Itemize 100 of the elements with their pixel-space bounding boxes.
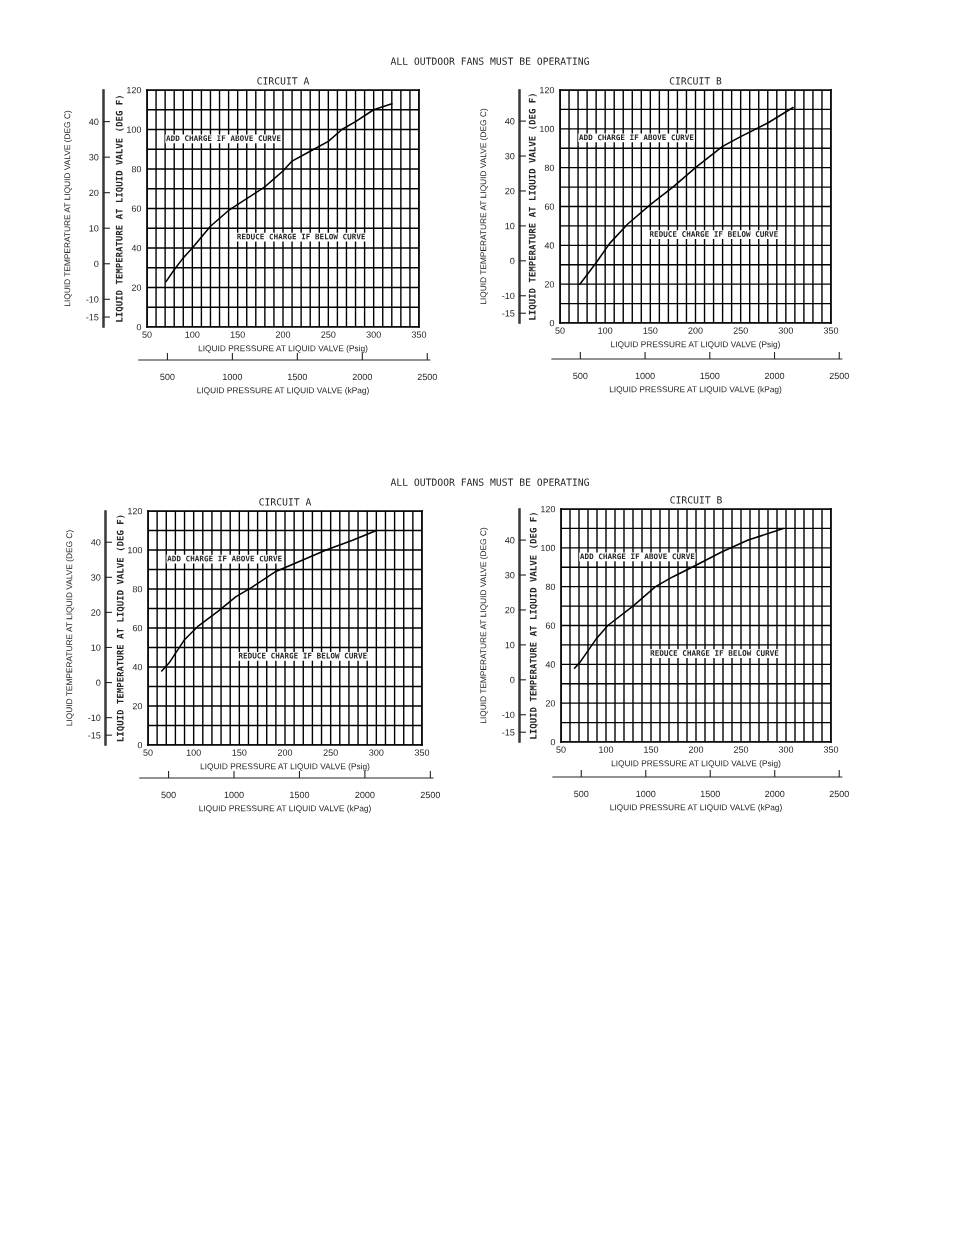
y2-tick-label: 40 xyxy=(89,118,99,125)
x2-tick-label: 1000 xyxy=(223,373,243,381)
x2-tick-label: 2500 xyxy=(417,373,437,381)
y-tick-label: 80 xyxy=(132,585,143,593)
x2-tick-label: 1500 xyxy=(700,790,720,798)
x-tick-label: 350 xyxy=(411,331,427,338)
x-tick-label: 50 xyxy=(142,331,152,338)
x-tick-label: 300 xyxy=(778,746,794,753)
y2-tick-label: 10 xyxy=(505,222,515,230)
x-tick-label: 350 xyxy=(414,749,430,756)
x-tick-label: 50 xyxy=(143,749,153,756)
chart-title: CIRCUIT A xyxy=(257,77,310,85)
y-tick-label: 20 xyxy=(545,700,556,707)
y-tick-label: 0 xyxy=(137,741,143,749)
x2-tick-label: 500 xyxy=(160,373,175,381)
y2-tick-label: 30 xyxy=(505,571,515,579)
x2-tick-label: 2000 xyxy=(352,373,373,381)
x-tick-label: 100 xyxy=(598,327,613,334)
y2-tick-label: 40 xyxy=(91,539,101,546)
y2-tick-label: -15 xyxy=(86,314,99,321)
y2-tick-label: 0 xyxy=(510,676,515,684)
y2-tick-label: 0 xyxy=(96,679,101,686)
y-tick-label: 100 xyxy=(540,125,555,133)
x2-tick-label: 500 xyxy=(573,372,588,380)
chart-title: CIRCUIT B xyxy=(670,496,722,504)
x-tick-label: 300 xyxy=(369,749,384,756)
y-axis-title: LIQUID TEMPERATURE AT LIQUID VALVE (DEG F) xyxy=(529,513,538,739)
y2-tick-label: 10 xyxy=(505,641,515,649)
y-tick-label: 60 xyxy=(545,622,556,629)
y2-tick-label: 40 xyxy=(505,537,515,544)
y-tick-label: 20 xyxy=(132,702,143,710)
x-axis-title: LIQUID PRESSURE AT LIQUID VALVE (Psig) xyxy=(611,341,780,349)
y2-axis-title: LIQUID TEMPERATURE AT LIQUID VALVE (DEG C) xyxy=(64,110,72,306)
x2-axis-title: LIQUID PRESSURE AT LIQUID VALVE (kPag) xyxy=(197,387,369,395)
x-tick-label: 200 xyxy=(688,327,703,334)
x2-tick-label: 2500 xyxy=(829,790,849,798)
y-tick-label: 120 xyxy=(540,86,555,94)
y-tick-label: 60 xyxy=(544,203,555,210)
x-tick-label: 250 xyxy=(733,327,748,334)
x2-tick-label: 1000 xyxy=(224,791,244,799)
x2-tick-label: 1500 xyxy=(700,372,720,380)
y2-tick-label: 20 xyxy=(89,189,99,197)
y2-axis-title: LIQUID TEMPERATURE AT LIQUID VALVE (DEG C) xyxy=(66,530,74,726)
y-tick-label: 120 xyxy=(128,507,143,515)
y-tick-label: 20 xyxy=(131,284,142,291)
x-axis-title: LIQUID PRESSURE AT LIQUID VALVE (Psig) xyxy=(611,760,781,768)
y-axis-title: LIQUID TEMPERATURE AT LIQUID VALVE (DEG F) xyxy=(115,96,124,322)
x2-axis-title: LIQUID PRESSURE AT LIQUID VALVE (kPag) xyxy=(610,804,782,812)
y2-axis-title: LIQUID TEMPERATURE AT LIQUID VALVE (DEG C) xyxy=(480,108,488,304)
y-tick-label: 80 xyxy=(545,583,556,591)
x-tick-label: 150 xyxy=(232,749,247,756)
x-tick-label: 100 xyxy=(599,746,614,753)
x-tick-label: 100 xyxy=(185,331,200,338)
x-tick-label: 50 xyxy=(556,746,566,753)
x2-tick-label: 2500 xyxy=(420,791,441,799)
y-tick-label: 0 xyxy=(550,738,556,746)
y2-tick-label: 30 xyxy=(505,152,515,160)
x-tick-label: 150 xyxy=(644,746,659,753)
chart-title: CIRCUIT A xyxy=(259,498,312,506)
y2-tick-label: 0 xyxy=(94,260,99,268)
y2-tick-label: 0 xyxy=(510,257,515,265)
y-tick-label: 100 xyxy=(128,546,143,554)
y-tick-label: 20 xyxy=(544,281,555,288)
y-tick-label: 0 xyxy=(136,323,142,331)
y2-tick-label: -15 xyxy=(88,732,101,739)
x2-tick-label: 1000 xyxy=(636,790,656,798)
y2-tick-label: -10 xyxy=(502,292,515,300)
x-tick-label: 200 xyxy=(277,749,293,756)
x-tick-label: 250 xyxy=(321,331,336,338)
x2-tick-label: 1000 xyxy=(635,372,655,380)
y-tick-label: 100 xyxy=(541,544,556,552)
y-axis-title: LIQUID TEMPERATURE AT LIQUID VALVE (DEG F) xyxy=(116,515,125,742)
y-tick-label: 80 xyxy=(544,164,555,172)
x-tick-label: 150 xyxy=(230,331,245,338)
y-tick-label: 0 xyxy=(549,319,555,327)
y2-tick-label: -10 xyxy=(88,714,101,721)
x2-tick-label: 2000 xyxy=(355,791,375,799)
y2-tick-label: -15 xyxy=(502,310,515,317)
x-tick-label: 300 xyxy=(366,331,381,338)
y2-tick-label: 20 xyxy=(505,187,515,195)
y2-tick-label: -10 xyxy=(502,711,515,719)
y2-tick-label: 20 xyxy=(91,609,101,616)
x-tick-label: 200 xyxy=(688,746,704,753)
y2-tick-label: 40 xyxy=(505,118,515,125)
x2-axis-title: LIQUID PRESSURE AT LIQUID VALVE (kPag) xyxy=(199,805,371,813)
x-tick-label: 350 xyxy=(823,327,839,334)
x-tick-label: 300 xyxy=(778,327,794,334)
x2-tick-label: 500 xyxy=(161,791,176,799)
x-tick-label: 50 xyxy=(555,327,565,334)
y2-tick-label: 30 xyxy=(91,574,101,581)
y2-tick-label: -10 xyxy=(86,296,99,303)
x-tick-label: 150 xyxy=(643,327,658,334)
x-tick-label: 200 xyxy=(275,331,291,338)
x-tick-label: 350 xyxy=(823,746,839,753)
y-tick-label: 60 xyxy=(131,205,142,212)
x2-tick-label: 2000 xyxy=(765,790,785,798)
y-tick-label: 40 xyxy=(131,244,142,252)
text: ALL OUTDOOR FANS MUST BE OPERATING xyxy=(390,478,589,486)
y-tick-label: 40 xyxy=(545,661,556,668)
x2-tick-label: 500 xyxy=(574,790,589,798)
